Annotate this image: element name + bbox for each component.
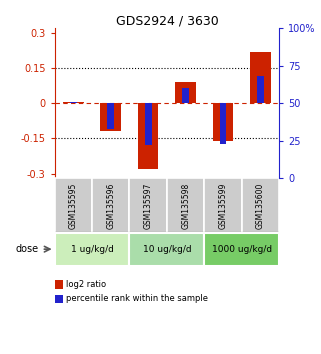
Title: GDS2924 / 3630: GDS2924 / 3630	[116, 14, 218, 27]
Text: GSM135600: GSM135600	[256, 182, 265, 229]
Text: GSM135596: GSM135596	[106, 182, 115, 229]
Text: percentile rank within the sample: percentile rank within the sample	[66, 294, 208, 303]
Bar	[129, 233, 204, 266]
Text: 1 ug/kg/d: 1 ug/kg/d	[71, 245, 113, 254]
Bar	[70, 102, 77, 103]
Bar	[182, 88, 189, 103]
Bar	[242, 178, 279, 233]
Bar	[63, 102, 83, 103]
Bar	[55, 233, 129, 266]
Bar	[175, 82, 196, 103]
Bar	[92, 178, 129, 233]
Text: GSM135597: GSM135597	[144, 182, 153, 229]
Bar	[257, 76, 264, 103]
Bar	[204, 178, 242, 233]
Bar	[138, 103, 159, 169]
Bar	[145, 103, 152, 145]
Text: GSM135598: GSM135598	[181, 182, 190, 229]
Bar	[167, 178, 204, 233]
Bar	[250, 52, 271, 103]
Text: GSM135595: GSM135595	[69, 182, 78, 229]
Text: 1000 ug/kg/d: 1000 ug/kg/d	[212, 245, 272, 254]
Text: log2 ratio: log2 ratio	[66, 280, 106, 289]
Text: GSM135599: GSM135599	[219, 182, 228, 229]
Bar	[204, 233, 279, 266]
Bar	[55, 178, 92, 233]
Bar	[107, 103, 114, 129]
Bar	[129, 178, 167, 233]
Bar	[220, 103, 226, 144]
Bar	[213, 103, 233, 141]
Text: 10 ug/kg/d: 10 ug/kg/d	[143, 245, 191, 254]
Text: dose: dose	[16, 244, 39, 254]
Bar	[100, 103, 121, 131]
